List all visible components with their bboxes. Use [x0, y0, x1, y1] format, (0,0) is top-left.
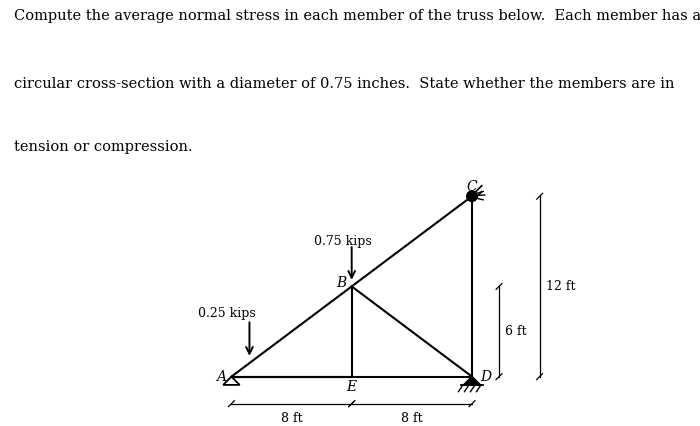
Text: Compute the average normal stress in each member of the truss below.  Each membe: Compute the average normal stress in eac… — [14, 9, 700, 23]
Text: 8 ft: 8 ft — [281, 412, 302, 425]
Text: 0.75 kips: 0.75 kips — [314, 235, 372, 248]
Text: D: D — [480, 370, 491, 384]
Text: 6 ft: 6 ft — [505, 325, 526, 338]
Text: 12 ft: 12 ft — [545, 280, 575, 293]
Text: circular cross-section with a diameter of 0.75 inches.  State whether the member: circular cross-section with a diameter o… — [14, 77, 675, 91]
Polygon shape — [463, 377, 480, 385]
Circle shape — [467, 191, 477, 201]
Text: 0.25 kips: 0.25 kips — [198, 307, 256, 320]
Text: 8 ft: 8 ft — [401, 412, 423, 425]
Text: E: E — [346, 380, 357, 394]
Text: B: B — [336, 276, 346, 291]
Text: A: A — [216, 370, 226, 384]
Text: C: C — [467, 180, 477, 194]
Text: tension or compression.: tension or compression. — [14, 140, 192, 154]
